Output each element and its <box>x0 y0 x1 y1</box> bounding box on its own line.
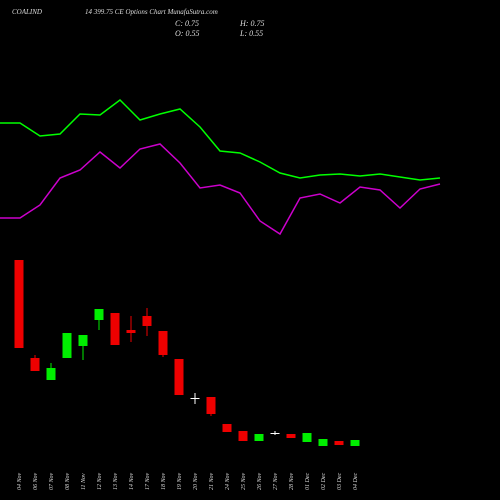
candle-body <box>350 440 360 446</box>
candle-body <box>254 434 264 441</box>
x-tick-label: 06 Nov <box>33 472 39 490</box>
line-series <box>0 143 441 236</box>
x-tick-label: 03 Dec <box>337 473 343 490</box>
x-tick-label: 13 Nov <box>113 472 119 490</box>
candle-body <box>78 335 88 346</box>
candle-body <box>14 260 24 348</box>
candle-body <box>334 441 344 445</box>
x-tick-label: 04 Nov <box>16 472 23 490</box>
x-tick-label: 04 Dec <box>352 473 359 490</box>
open-label: O: 0.55 <box>175 29 199 38</box>
x-tick-label: 25 Nov <box>241 472 247 490</box>
x-tick-label: 24 Nov <box>224 472 231 490</box>
candle-body <box>206 397 216 414</box>
x-tick-label: 28 Nov <box>289 472 295 490</box>
x-tick-label: 02 Dec <box>321 473 327 490</box>
x-tick-label: 07 Nov <box>49 472 55 490</box>
x-tick-label: 14 Nov <box>128 472 135 490</box>
x-tick-label: 08 Nov <box>65 472 71 490</box>
candle-body <box>142 316 152 326</box>
candle-body <box>158 331 168 355</box>
x-tick-label: 27 Nov <box>273 472 279 490</box>
candle-body <box>318 439 328 446</box>
line-series <box>0 99 441 181</box>
x-tick-label: 17 Nov <box>145 472 151 490</box>
candle-body <box>222 424 232 432</box>
candle-body <box>46 368 56 380</box>
candle-body <box>126 330 136 333</box>
symbol: COALIND <box>12 8 42 16</box>
candle-body <box>190 398 200 399</box>
low-label: L: 0.55 <box>239 29 263 38</box>
chart-title: 14 399.75 CE Options Chart MunafaSutra.c… <box>85 8 218 16</box>
candle-body <box>286 434 296 438</box>
x-tick-label: 21 Nov <box>209 472 215 490</box>
candle-body <box>238 431 248 441</box>
x-tick-label: 18 Nov <box>161 472 167 490</box>
candle-body <box>270 433 280 434</box>
x-tick-label: 19 Nov <box>177 472 183 490</box>
high-label: H: 0.75 <box>239 19 264 28</box>
x-tick-label: 20 Nov <box>193 472 199 490</box>
candle-body <box>94 309 104 320</box>
candle-body <box>302 433 312 442</box>
x-tick-label: 26 Nov <box>257 472 263 490</box>
x-tick-label: 11 Nov <box>81 473 87 490</box>
close-label: C: 0.75 <box>175 19 199 28</box>
candle-body <box>174 359 184 395</box>
candle-body <box>62 333 72 358</box>
x-tick-label: 12 Nov <box>97 472 103 490</box>
candle-body <box>110 313 120 345</box>
candle-body <box>30 358 40 371</box>
x-tick-label: 01 Dec <box>305 473 311 490</box>
